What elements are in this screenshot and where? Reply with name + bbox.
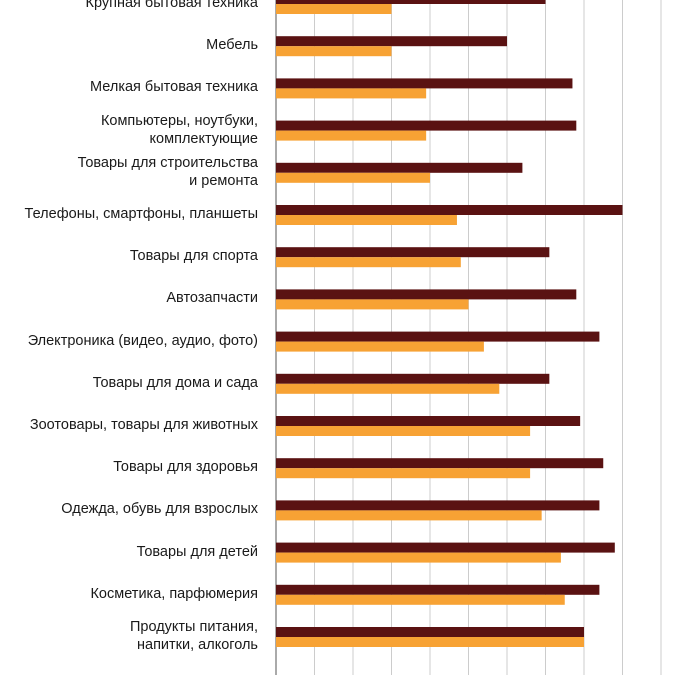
bar bbox=[276, 331, 600, 342]
bar bbox=[276, 341, 484, 352]
category-label: Продукты питания, напитки, алкоголь bbox=[129, 619, 258, 653]
bar bbox=[276, 36, 507, 47]
category-label: Товары для спорта bbox=[129, 248, 258, 265]
bar bbox=[276, 552, 561, 563]
category-label: Электроника (видео, аудио, фото) bbox=[27, 332, 258, 349]
bar bbox=[276, 584, 600, 595]
category-label: Мелкая бытовая техника bbox=[90, 79, 258, 96]
category-label: Товары для дома и сада bbox=[92, 374, 258, 391]
bar bbox=[276, 458, 604, 469]
category-label: Товары для здоровья bbox=[113, 459, 258, 476]
bar bbox=[276, 383, 500, 394]
bar bbox=[276, 88, 427, 99]
bar bbox=[276, 130, 427, 141]
bar bbox=[276, 373, 550, 384]
bar bbox=[276, 542, 615, 553]
category-label: Товары для строительства и ремонта bbox=[77, 154, 258, 189]
bar bbox=[276, 162, 523, 173]
bar bbox=[276, 627, 584, 637]
bar bbox=[276, 4, 392, 14]
bar bbox=[276, 0, 546, 4]
bar bbox=[276, 426, 531, 436]
bar bbox=[276, 247, 550, 258]
bar bbox=[276, 78, 573, 89]
bar bbox=[276, 172, 430, 183]
bar bbox=[276, 257, 461, 268]
category-label: Одежда, обувь для взрослых bbox=[61, 501, 258, 518]
category-label: Крупная бытовая техника bbox=[85, 0, 258, 11]
bar bbox=[276, 510, 542, 521]
bar bbox=[276, 205, 623, 215]
category-label: Автозапчасти bbox=[166, 290, 258, 307]
bar bbox=[276, 468, 531, 479]
category-label: Товары для детей bbox=[136, 543, 258, 560]
category-label: Косметика, парфюмерия bbox=[90, 585, 258, 602]
category-label: Компьютеры, ноутбуки, комплектующие bbox=[100, 112, 258, 147]
bar bbox=[276, 120, 577, 131]
bar bbox=[276, 416, 581, 426]
category-label: Телефоны, смартфоны, планшеты bbox=[24, 206, 258, 222]
category-label: Зоотовары, товары для животных bbox=[29, 417, 258, 433]
bar bbox=[276, 215, 457, 225]
bar bbox=[276, 594, 565, 605]
bar bbox=[276, 637, 584, 647]
category-label: Мебель bbox=[206, 37, 258, 54]
bar bbox=[276, 46, 392, 57]
bar bbox=[276, 289, 577, 300]
bar bbox=[276, 299, 469, 310]
bar bbox=[276, 500, 600, 511]
